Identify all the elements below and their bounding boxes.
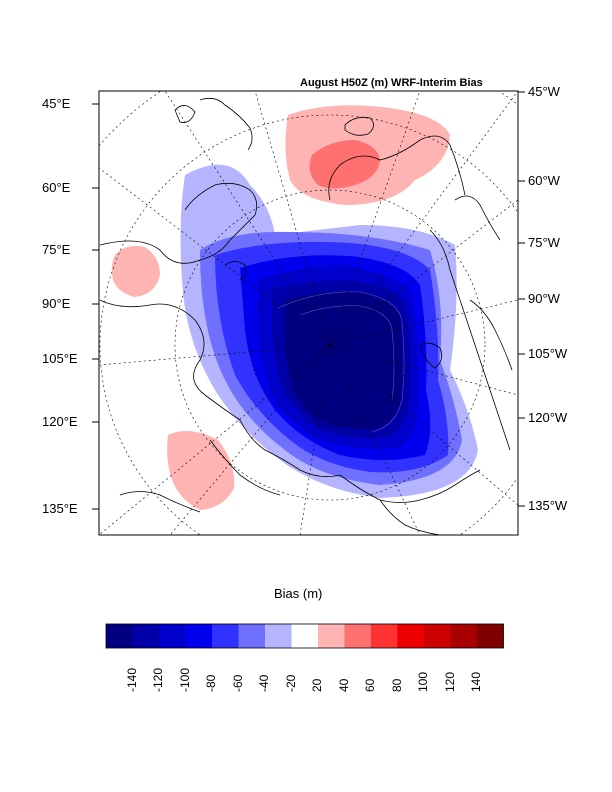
colorbar-swatch — [291, 624, 318, 648]
colorbar-tick-label: 60 — [363, 678, 377, 692]
coastline-canadian-islands — [419, 342, 443, 369]
bias-region-plus40-north — [309, 140, 380, 189]
coastline-ellesmere — [454, 195, 501, 241]
colorbar-tick-label: -20 — [283, 674, 298, 692]
colorbar-tick-label: 140 — [469, 671, 483, 692]
colorbar-swatch — [344, 624, 371, 648]
colorbar-swatch — [371, 624, 398, 648]
left-label-60e: 60°E — [42, 180, 71, 195]
coastline-novaya — [224, 261, 247, 281]
colorbar-tick-label: -60 — [230, 674, 245, 692]
coastline-greenland — [328, 135, 466, 201]
coastline-scandinavia — [99, 182, 258, 264]
coastline-europe — [199, 97, 253, 151]
colorbar-title: Bias (m) — [274, 586, 323, 601]
colorbar-swatch — [159, 624, 186, 648]
left-label-45e: 45°E — [42, 96, 71, 111]
colorbar-swatch — [318, 624, 345, 648]
bias-region-plus20-west — [111, 246, 160, 297]
colorbar-swatch — [265, 624, 292, 648]
colorbar-swatch — [238, 624, 265, 648]
right-label-135w: 135°W — [528, 498, 568, 513]
colorbar-frame — [105, 623, 504, 649]
colorbar-tick-label: 40 — [336, 678, 351, 692]
colorbar-tick-label: 120 — [442, 671, 457, 692]
map-frame — [98, 90, 519, 536]
bias-region-minus140 — [284, 291, 402, 429]
coastline-alaska — [339, 469, 481, 503]
colorbar-swatch — [450, 624, 477, 648]
right-label-45w: 45°W — [528, 84, 560, 99]
bias-region-plus20-south — [167, 431, 235, 510]
coastline-hudson — [469, 299, 513, 371]
right-label-105w: 105°W — [528, 346, 568, 361]
colorbar-swatch — [185, 624, 212, 648]
colorbar-tick-label: 100 — [416, 671, 430, 692]
colorbar-swatch — [212, 624, 239, 648]
colorbar — [105, 623, 504, 649]
coastline-ne-asia — [119, 491, 201, 513]
left-label-90e: 90°E — [42, 296, 71, 311]
colorbar-tick-label: -40 — [257, 674, 271, 692]
coastline-uk — [174, 105, 196, 123]
left-label-75e: 75°E — [42, 242, 71, 257]
coastline-russia — [99, 299, 341, 478]
colorbar-swatch — [106, 624, 133, 648]
coastline-iceland — [344, 116, 374, 136]
right-label-60w: 60°W — [528, 173, 560, 188]
colorbar-swatch — [424, 624, 451, 648]
right-label-90w: 90°W — [528, 291, 560, 306]
colorbar-tick-label: -100 — [177, 667, 192, 692]
left-label-105e: 105°E — [42, 351, 78, 366]
colorbar-tick-label: 80 — [389, 678, 404, 692]
colorbar-tick-label: 20 — [310, 678, 324, 692]
left-label-135e: 135°E — [42, 501, 78, 516]
right-label-120w: 120°W — [528, 410, 568, 425]
colorbar-swatch — [477, 624, 504, 648]
colorbar-tick-label: -120 — [151, 667, 165, 692]
colorbar-tick-label: -140 — [124, 667, 139, 692]
colorbar-swatch — [132, 624, 159, 648]
left-label-120e: 120°E — [42, 414, 78, 429]
coastline-canada — [429, 229, 511, 451]
map-title: August H50Z (m) WRF-Interim Bias — [300, 77, 483, 89]
colorbar-swatch — [397, 624, 424, 648]
colorbar-tick-label: -80 — [204, 674, 218, 692]
coastline-bering — [379, 499, 441, 535]
coastline-siberia-east — [209, 439, 281, 496]
right-label-75w: 75°W — [528, 235, 560, 250]
